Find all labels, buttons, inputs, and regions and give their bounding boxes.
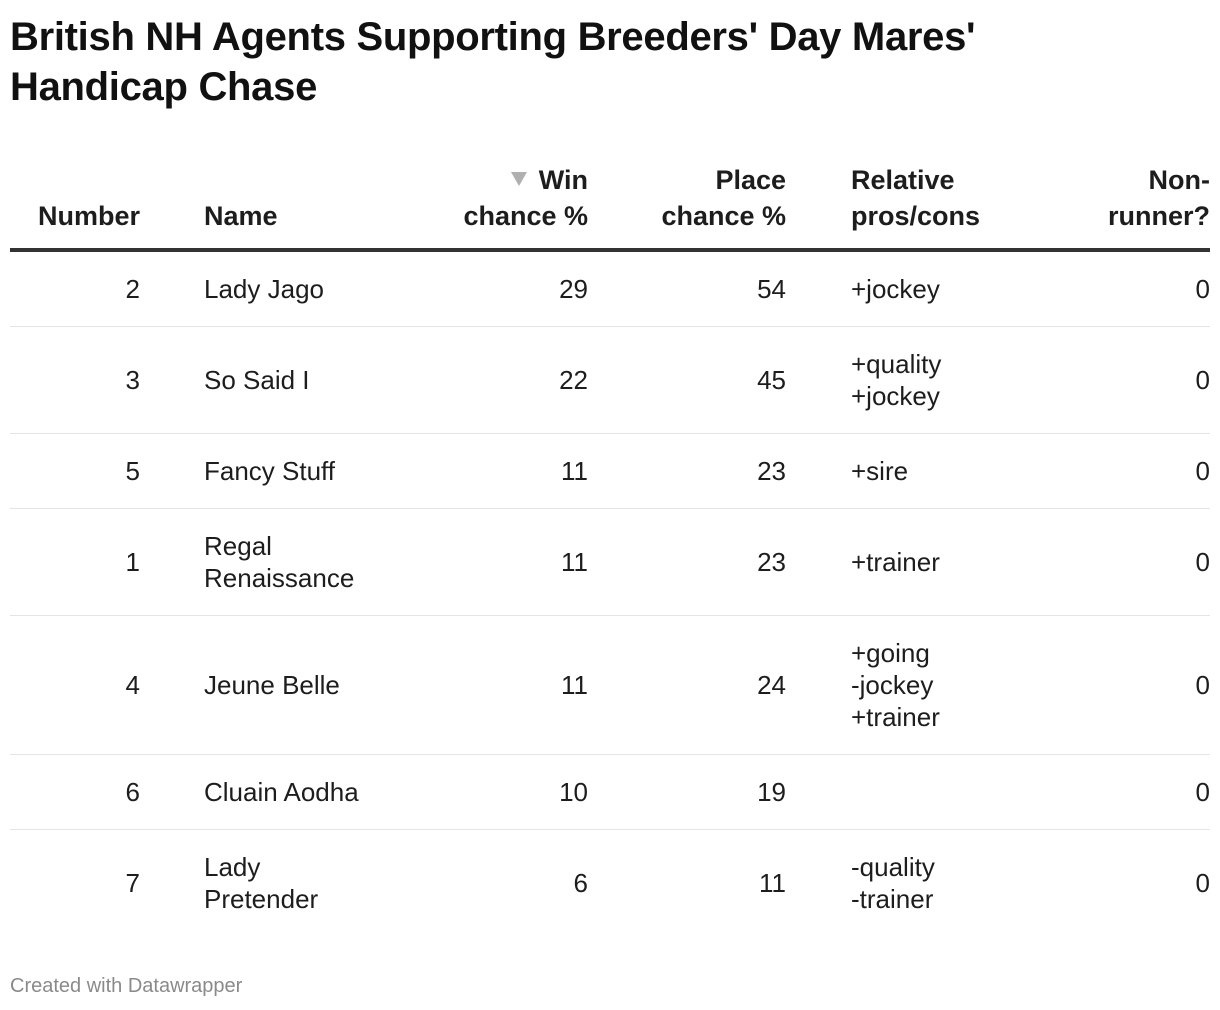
cell-number: 6: [10, 754, 140, 830]
header-text: Win: [538, 165, 588, 195]
cell-name: Cluain Aodha: [140, 754, 388, 830]
cell-pros-cons-line: -jockey: [851, 670, 934, 700]
footer-credit: Created with Datawrapper: [10, 975, 243, 997]
cell-name-line: Renaissance: [204, 563, 355, 593]
cell-pros-cons-line: +sire: [851, 456, 909, 486]
cell-pros-cons: [786, 754, 1015, 830]
cell-pros-cons: +sire: [786, 433, 1015, 509]
cell-non-runner: 0: [1015, 754, 1210, 830]
header-text: Name: [204, 201, 278, 231]
cell-place-chance: 24: [588, 615, 786, 755]
cell-pros-cons-line: +jockey: [851, 274, 940, 304]
cell-number: 4: [10, 615, 140, 755]
column-header-place-chance[interactable]: Place chance %: [588, 162, 786, 252]
cell-place-chance: 45: [588, 326, 786, 434]
cell-name-line: Jeune Belle: [204, 670, 340, 700]
table-row: 6 Cluain Aodha 10 19 0: [10, 754, 1210, 830]
cell-pros-cons-line: +going: [851, 638, 930, 668]
cell-non-runner: 0: [1015, 250, 1210, 327]
column-header-name[interactable]: Name: [140, 162, 388, 252]
column-header-number[interactable]: Number: [10, 162, 140, 252]
column-header-non-runner[interactable]: Non- runner?: [1015, 162, 1210, 252]
table-row: 5 Fancy Stuff 11 23 +sire 0: [10, 433, 1210, 509]
cell-name: Lady Pretender: [140, 830, 388, 937]
cell-name-line: Cluain Aodha: [204, 777, 359, 807]
table-body: 2 Lady Jago 29 54 +jockey 0 3 So Said I 22 45 +qua…: [10, 250, 1210, 936]
cell-pros-cons-line: +trainer: [851, 702, 940, 732]
cell-non-runner: 0: [1015, 615, 1210, 755]
cell-pros-cons: -quality -trainer: [786, 830, 1015, 937]
cell-pros-cons: +going -jockey +trainer: [786, 615, 1015, 755]
cell-pros-cons: +quality +jockey: [786, 326, 1015, 434]
table-row: 1 Regal Renaissance 11 23 +trainer 0: [10, 508, 1210, 616]
header-text: Place: [715, 165, 786, 195]
cell-place-chance: 19: [588, 754, 786, 830]
cell-number: 1: [10, 508, 140, 616]
cell-win-chance: 11: [388, 433, 588, 509]
header-text: Number: [37, 201, 140, 231]
chart-title: British NH Agents Supporting Breeders' D…: [10, 15, 976, 109]
header-text: Relative: [851, 165, 955, 195]
cell-name-line: Fancy Stuff: [204, 456, 336, 486]
sort-descending-icon: [510, 172, 527, 186]
cell-name: So Said I: [140, 326, 388, 434]
cell-number: 2: [10, 250, 140, 327]
cell-place-chance: 54: [588, 250, 786, 327]
cell-name-line: Regal: [204, 531, 272, 561]
cell-pros-cons-line: -quality: [851, 852, 935, 882]
header-text: chance %: [463, 201, 588, 231]
cell-pros-cons-line: -trainer: [851, 884, 934, 914]
header-row: Number Name Win chance % Place chance % …: [10, 162, 1210, 252]
cell-place-chance: 11: [759, 868, 786, 898]
column-header-pros-cons[interactable]: Relative pros/cons: [786, 162, 1015, 252]
cell-number: 3: [10, 326, 140, 434]
data-table: Number Name Win chance % Place chance % …: [10, 162, 1210, 936]
table-row: 3 So Said I 22 45 +quality +jockey 0: [10, 326, 1210, 434]
cell-non-runner: 0: [1015, 326, 1210, 434]
column-header-win-chance[interactable]: Win chance %: [388, 162, 588, 252]
cell-pros-cons-line: +trainer: [851, 547, 940, 577]
cell-pros-cons-line: +quality: [851, 349, 942, 379]
cell-non-runner: 0: [1015, 433, 1210, 509]
cell-win-chance: 29: [388, 250, 588, 327]
header-text: chance %: [661, 201, 786, 231]
cell-name-line: Lady Jago: [204, 274, 324, 304]
cell-number: 5: [10, 433, 140, 509]
cell-win-chance: 11: [388, 615, 588, 755]
table-row: 2 Lady Jago 29 54 +jockey 0: [10, 250, 1210, 327]
cell-pros-cons: +trainer: [786, 508, 1015, 616]
cell-name: Regal Renaissance: [140, 508, 388, 616]
cell-name: Lady Jago: [140, 250, 388, 327]
cell-non-runner: 0: [1195, 868, 1210, 898]
cell-pros-cons: +jockey: [786, 250, 1015, 327]
cell-name: Jeune Belle: [140, 615, 388, 755]
cell-place-chance: 23: [588, 433, 786, 509]
cell-number: 7: [125, 868, 140, 898]
header-text: Non-: [1148, 165, 1210, 195]
cell-non-runner: 0: [1015, 508, 1210, 616]
header-text: runner?: [1107, 201, 1210, 231]
cell-name-line: So Said I: [204, 365, 310, 395]
cell-name-line: Lady: [204, 852, 261, 882]
cell-pros-cons-line: +jockey: [851, 381, 940, 411]
cell-place-chance: 23: [588, 508, 786, 616]
header-text: pros/cons: [851, 201, 981, 231]
cell-name-line: Pretender: [204, 884, 319, 914]
cell-name: Fancy Stuff: [140, 433, 388, 509]
cell-win-chance: 6: [573, 868, 588, 898]
cell-win-chance: 10: [388, 754, 588, 830]
table-row: 7 Lady Pretender 6 11 -quality -trainer 0: [10, 830, 1210, 937]
table-row: 4 Jeune Belle 11 24 +going -jockey +trainer 0: [10, 615, 1210, 755]
cell-win-chance: 11: [388, 508, 588, 616]
cell-win-chance: 22: [388, 326, 588, 434]
